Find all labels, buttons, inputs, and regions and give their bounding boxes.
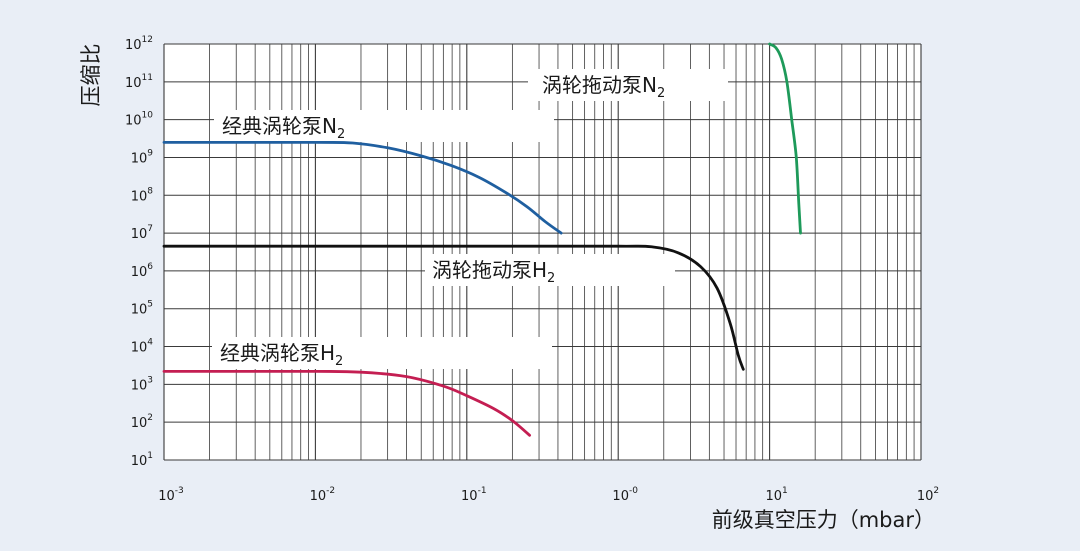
series-label-3: 涡轮拖动泵H2 [432,258,555,286]
y-axis-label: 压缩比 [79,44,103,107]
series-label-2: 经典涡轮泵H2 [220,341,343,369]
series-label-1: 经典涡轮泵N2 [222,114,345,142]
series-label-bg [528,69,728,101]
series-label-bg [212,337,552,369]
y-tick-label: 105 [131,300,153,318]
y-tick-label: 101 [131,451,153,469]
y-tick-label: 109 [131,148,154,166]
y-axis-ticks: 101 102 103 104 105 106 107 108 109 1010 1011 1012 [125,35,153,469]
series-label-4: 涡轮拖动泵N2 [542,73,665,101]
y-tick-label: 108 [131,186,154,204]
label-backgrounds [212,69,728,369]
y-tick-label: 106 [131,262,154,280]
x-axis-ticks: 10-3 10-2 10-1 10-0 101 102 [158,486,939,504]
series-lines [162,42,802,437]
y-tick-label: 1012 [125,35,153,53]
y-tick-label: 104 [131,338,154,356]
series-label-bg [214,110,554,142]
y-tick-label: 1010 [125,111,153,129]
x-axis-label: 前级真空压力（mbar） [712,508,935,532]
x-tick-label: 10-3 [158,486,184,504]
y-tick-label: 1011 [125,73,153,91]
series-line-3 [162,244,745,371]
series-line-2 [162,369,531,437]
x-tick-label: 10-0 [612,486,638,504]
plot-area [164,44,921,460]
series-line-1 [162,140,563,235]
series-label-bg [425,254,675,286]
x-tick-label: 10-2 [310,486,336,504]
series-labels: 经典涡轮泵N2 经典涡轮泵H2 涡轮拖动泵H2 涡轮拖动泵N2 [220,73,665,369]
x-tick-label: 10-1 [461,486,487,504]
series-line-4 [768,42,802,235]
x-tick-label: 102 [917,486,939,504]
y-tick-label: 102 [131,413,153,431]
y-tick-label: 107 [131,224,153,242]
y-tick-label: 103 [131,375,153,393]
x-tick-label: 101 [765,486,787,504]
